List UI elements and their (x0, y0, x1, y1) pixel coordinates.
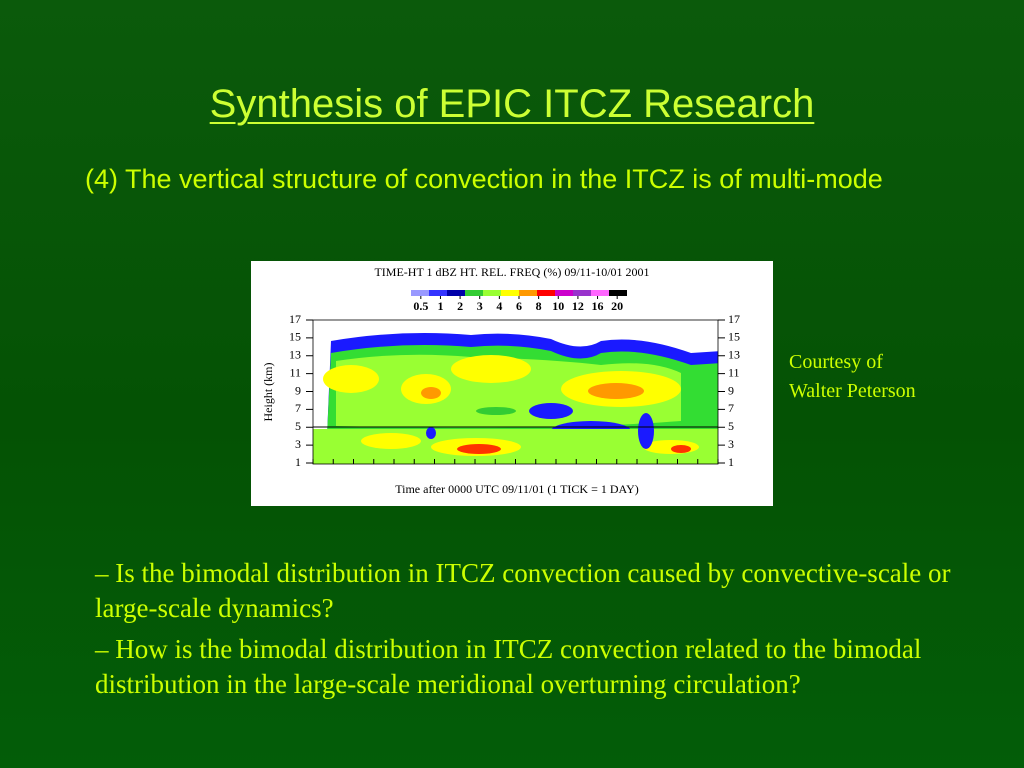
color-scale: 0.5 1 2 3 4 6 8 10 12 16 20 (411, 290, 627, 313)
y-tick-label-right: 5 (728, 419, 734, 433)
y-tick-label: 3 (295, 437, 301, 451)
y-tick-label: 5 (295, 419, 301, 433)
y-tick-label: 11 (289, 365, 301, 379)
y-tick-label-right: 15 (728, 330, 740, 344)
scale-swatch (483, 290, 501, 296)
bullet: – How is the bimodal distribution in ITC… (95, 634, 922, 699)
y-tick-label: 7 (295, 401, 301, 415)
y-tick-label-right: 1 (728, 455, 734, 469)
point-text: (4) The vertical structure of convection… (85, 164, 883, 194)
plot-field (313, 320, 718, 464)
scale-label: 2 (457, 299, 463, 313)
scale-swatch (555, 290, 573, 296)
scale-label: 10 (552, 299, 564, 313)
scale-swatch (447, 290, 465, 296)
scale-label: 0.5 (413, 299, 428, 313)
bullet-list: – Is the bimodal distribution in ITCZ co… (95, 556, 955, 708)
slide-title: Synthesis of EPIC ITCZ Research (209, 82, 815, 126)
scale-swatch (429, 290, 447, 296)
y-tick-label-right: 11 (728, 365, 740, 379)
scale-swatch (465, 290, 483, 296)
y-tick-label-right: 17 (728, 312, 740, 326)
y-tick-label-right: 13 (728, 348, 740, 362)
scale-swatch (501, 290, 519, 296)
scale-label: 20 (611, 299, 623, 313)
y-tick-label: 1 (295, 455, 301, 469)
y-tick-label: 17 (289, 312, 301, 326)
scale-swatch (537, 290, 555, 296)
courtesy-line: Courtesy of (789, 351, 883, 373)
scale-swatch (609, 290, 627, 296)
scale-label: 8 (536, 299, 542, 313)
y-axis-label: Height (km) (261, 363, 275, 422)
courtesy-line: Walter Peterson (789, 380, 916, 402)
y-tick-label-right: 7 (728, 401, 734, 415)
y-tick-label: 9 (295, 383, 301, 397)
scale-label: 16 (592, 299, 604, 313)
scale-label: 1 (437, 299, 443, 313)
scale-swatch (411, 290, 429, 296)
y-tick-label: 13 (289, 348, 301, 362)
y-tick-label: 15 (289, 330, 301, 344)
scale-swatch (573, 290, 591, 296)
x-axis-label: Time after 0000 UTC 09/11/01 (1 TICK = 1… (395, 482, 639, 496)
y-tick-label-right: 3 (728, 437, 734, 451)
bullet: – Is the bimodal distribution in ITCZ co… (95, 558, 951, 623)
figure-title: TIME-HT 1 dBZ HT. REL. FREQ (%) 09/11-10… (374, 265, 649, 279)
scale-label: 3 (477, 299, 483, 313)
scale-label: 12 (572, 299, 584, 313)
scale-label: 6 (516, 299, 522, 313)
scale-label: 4 (496, 299, 502, 313)
y-tick-label-right: 9 (728, 383, 734, 397)
scale-swatch (591, 290, 609, 296)
scale-swatch (519, 290, 537, 296)
courtesy: Courtesy of Walter Peterson (789, 348, 916, 406)
figure: TIME-HT 1 dBZ HT. REL. FREQ (%) 09/11-10… (251, 261, 773, 506)
